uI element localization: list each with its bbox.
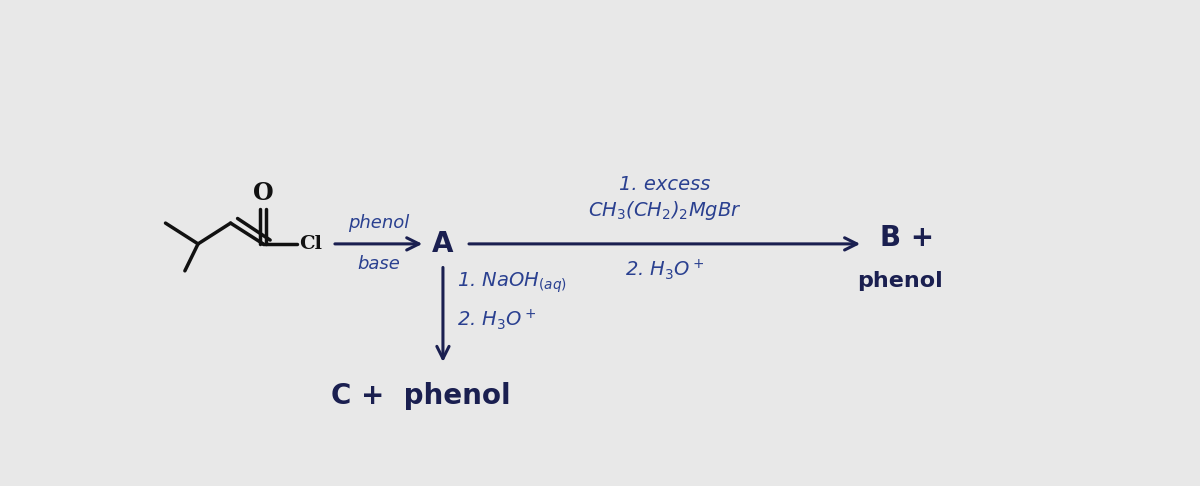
Text: O: O (253, 181, 274, 205)
Text: 1. excess: 1. excess (619, 175, 710, 194)
Text: base: base (358, 255, 400, 273)
Text: 2. H$_3$O$^+$: 2. H$_3$O$^+$ (625, 258, 704, 282)
Text: CH$_3$(CH$_2$)$_2$MgBr: CH$_3$(CH$_2$)$_2$MgBr (588, 199, 742, 222)
Text: phenol: phenol (348, 213, 409, 231)
Text: 1. NaOH$_{(aq)}$: 1. NaOH$_{(aq)}$ (457, 271, 566, 295)
Text: B +: B + (880, 225, 934, 253)
Text: Cl: Cl (299, 235, 322, 253)
Text: C +  phenol: C + phenol (331, 382, 511, 411)
Text: phenol: phenol (857, 271, 943, 291)
Text: A: A (432, 230, 454, 258)
Text: 2. H$_3$O$^+$: 2. H$_3$O$^+$ (457, 307, 536, 331)
